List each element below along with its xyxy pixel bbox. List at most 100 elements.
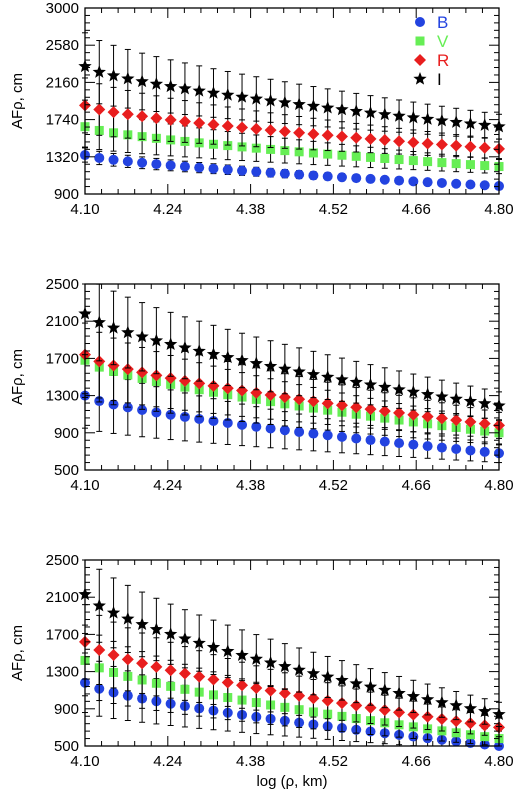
data-point bbox=[251, 421, 262, 432]
data-point bbox=[263, 93, 278, 107]
data-point bbox=[392, 382, 406, 396]
data-point bbox=[237, 165, 248, 176]
y-tick-label: 2580 bbox=[46, 37, 79, 54]
data-point bbox=[308, 148, 318, 158]
data-point bbox=[107, 649, 120, 662]
data-point bbox=[223, 141, 233, 151]
x-tick-label: 4.38 bbox=[236, 201, 265, 218]
y-tick-label: 1700 bbox=[46, 626, 79, 643]
data-point bbox=[335, 372, 349, 386]
x-tick-label: 4.38 bbox=[236, 753, 265, 770]
data-point bbox=[423, 157, 433, 167]
data-point bbox=[278, 125, 291, 138]
x-tick-label: 4.10 bbox=[70, 477, 99, 494]
data-point bbox=[235, 353, 249, 367]
data-point bbox=[435, 412, 448, 425]
data-point bbox=[379, 436, 390, 447]
data-point bbox=[349, 104, 363, 117]
data-point bbox=[463, 394, 478, 407]
data-point bbox=[364, 132, 377, 145]
data-point bbox=[236, 121, 249, 134]
data-point bbox=[207, 673, 220, 686]
data-point bbox=[349, 676, 363, 690]
data-point bbox=[479, 446, 490, 457]
data-point bbox=[393, 706, 406, 719]
data-point bbox=[136, 657, 149, 670]
data-point bbox=[193, 117, 206, 130]
data-point bbox=[221, 676, 234, 689]
data-point bbox=[263, 359, 278, 372]
data-point bbox=[165, 160, 176, 171]
data-point bbox=[335, 102, 349, 116]
data-point bbox=[179, 411, 190, 422]
series-I bbox=[78, 559, 506, 727]
data-point bbox=[278, 659, 292, 673]
data-point bbox=[407, 708, 420, 721]
data-point bbox=[308, 428, 319, 439]
data-point bbox=[192, 344, 206, 357]
y-axis-title: AFρ, cm bbox=[9, 73, 26, 129]
data-point bbox=[321, 397, 334, 410]
data-point bbox=[237, 419, 248, 430]
y-tick-label: 2100 bbox=[46, 589, 79, 606]
data-point bbox=[106, 68, 121, 82]
legend-label-B: B bbox=[437, 13, 448, 32]
y-axis-title: AFρ, cm bbox=[9, 625, 26, 681]
data-point bbox=[306, 666, 321, 680]
data-point bbox=[379, 174, 390, 185]
x-tick-label: 4.66 bbox=[402, 477, 431, 494]
data-point bbox=[335, 130, 348, 143]
data-point bbox=[335, 399, 348, 412]
data-point bbox=[135, 329, 149, 343]
data-point bbox=[92, 315, 106, 329]
data-point bbox=[435, 138, 448, 151]
data-point bbox=[321, 370, 335, 383]
series-V bbox=[80, 322, 504, 446]
data-point bbox=[278, 95, 292, 109]
data-point bbox=[421, 710, 434, 723]
data-point bbox=[321, 129, 334, 142]
data-point bbox=[178, 631, 192, 645]
x-tick-label: 4.38 bbox=[236, 477, 265, 494]
x-tick-label: 4.24 bbox=[153, 201, 182, 218]
y-tick-label: 900 bbox=[54, 425, 79, 442]
data-point bbox=[479, 180, 490, 191]
data-point bbox=[406, 385, 420, 398]
plot-frame bbox=[84, 7, 500, 195]
data-point bbox=[335, 673, 349, 686]
data-point bbox=[221, 350, 235, 364]
data-point bbox=[463, 701, 478, 715]
data-point bbox=[149, 77, 164, 90]
data-point bbox=[179, 161, 190, 172]
data-point bbox=[478, 396, 492, 410]
data-point bbox=[465, 445, 476, 456]
data-point bbox=[149, 333, 164, 347]
data-point bbox=[464, 717, 477, 730]
data-point bbox=[464, 415, 477, 428]
y-tick-label: 2500 bbox=[46, 276, 79, 293]
data-point bbox=[408, 176, 419, 187]
data-point bbox=[249, 356, 263, 370]
data-point bbox=[350, 131, 363, 144]
data-point bbox=[293, 126, 306, 139]
data-point bbox=[422, 441, 433, 452]
data-point bbox=[149, 622, 164, 636]
data-point bbox=[464, 140, 477, 153]
data-point bbox=[478, 719, 491, 732]
data-point bbox=[451, 178, 462, 189]
data-point bbox=[294, 426, 305, 437]
data-point bbox=[478, 704, 492, 718]
data-point bbox=[306, 99, 321, 112]
data-point bbox=[251, 143, 261, 153]
data-point bbox=[235, 648, 249, 661]
data-point bbox=[478, 417, 491, 430]
data-point bbox=[279, 425, 290, 436]
data-point bbox=[449, 115, 463, 128]
data-point bbox=[451, 444, 462, 455]
data-point bbox=[280, 146, 290, 156]
data-point bbox=[178, 667, 191, 680]
data-point bbox=[435, 712, 448, 725]
data-point bbox=[221, 644, 235, 658]
